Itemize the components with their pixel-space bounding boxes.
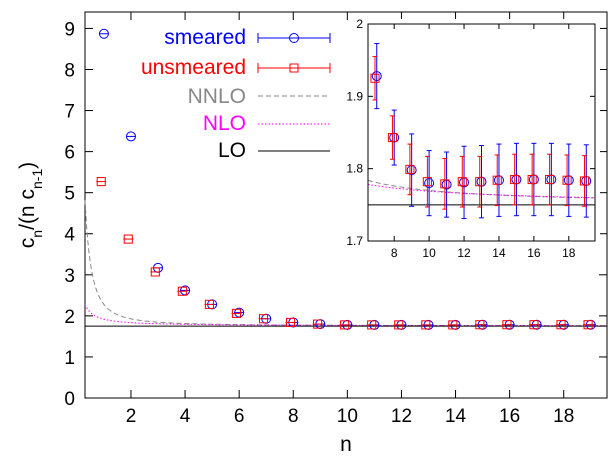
legend-label-nnlo: NNLO	[188, 85, 246, 108]
y-tick-label: 3	[64, 266, 75, 287]
point-unsmeared	[556, 320, 566, 330]
point-smeared	[371, 71, 382, 82]
point-unsmeared	[231, 308, 242, 318]
x-tick-label: 14	[492, 246, 506, 260]
x-tick-label: 6	[234, 406, 245, 427]
legend-label-smeared: smeared	[164, 26, 246, 49]
legend-swatch-unsmeared	[257, 63, 331, 73]
x-tick-label: 8	[288, 406, 299, 427]
x-tick-label: 10	[337, 406, 358, 427]
point-unsmeared	[387, 133, 397, 143]
point-unsmeared	[286, 317, 296, 327]
x-tick-label: 2	[126, 406, 137, 427]
point-smeared	[98, 28, 109, 39]
point-unsmeared	[340, 320, 350, 330]
y-tick-label: 5	[64, 184, 75, 205]
point-unsmeared	[527, 174, 537, 185]
point-smeared	[424, 178, 435, 189]
point-unsmeared	[440, 179, 450, 189]
point-unsmeared	[370, 73, 380, 83]
x-tick-label: 12	[457, 246, 471, 260]
point-unsmeared	[96, 177, 106, 187]
y-tick-label: 4	[64, 225, 75, 246]
point-unsmeared	[475, 177, 485, 187]
point-unsmeared	[405, 164, 415, 174]
y-axis-label: cn/(n cn-1)	[16, 162, 45, 248]
x-tick-label: 18	[553, 406, 574, 427]
point-unsmeared	[579, 176, 590, 186]
x-tick-label: 12	[391, 406, 412, 427]
x-axis-label: n	[340, 433, 352, 456]
point-unsmeared	[475, 320, 485, 330]
y-tick-label: 1.8	[346, 162, 363, 176]
point-unsmeared	[457, 177, 467, 187]
y-tick-label: 6	[64, 143, 75, 164]
point-unsmeared	[150, 267, 160, 277]
x-tick-label: 16	[527, 246, 541, 260]
x-tick-label: 16	[499, 406, 520, 427]
legend-label-nlo: NLO	[203, 112, 246, 135]
y-tick-label: 1	[64, 348, 75, 369]
point-unsmeared	[562, 175, 572, 185]
y-tick-label: 9	[64, 19, 75, 40]
point-smeared	[125, 131, 136, 142]
point-unsmeared	[422, 177, 432, 187]
point-unsmeared	[502, 320, 512, 330]
x-tick-label: 8	[391, 246, 398, 260]
point-unsmeared	[367, 320, 377, 330]
y-tick-label: 8	[64, 60, 75, 81]
point-unsmeared	[545, 174, 555, 185]
y-tick-label: 2	[356, 17, 363, 31]
y-tick-label: 0	[64, 389, 75, 410]
x-tick-label: 18	[562, 246, 576, 260]
y-tick-label: 2	[64, 307, 75, 328]
point-unsmeared	[492, 175, 502, 185]
inset: 8 10 12 14 16 18 1.7 1.8 1.9 2	[346, 17, 600, 260]
point-unsmeared	[529, 320, 539, 330]
x-tick-label: 14	[445, 406, 467, 427]
inset-ticks: 8 10 12 14 16 18 1.7 1.8 1.9 2	[346, 17, 595, 260]
point-unsmeared	[394, 320, 404, 330]
legend-label-unsmeared: unsmeared	[141, 56, 246, 79]
y-tick-label: 1.9	[346, 89, 363, 103]
legend: smeared unsmeared NNLO NLO LO	[141, 26, 331, 162]
x-tick-label: 4	[180, 406, 191, 427]
y-tick-label: 1.7	[346, 234, 363, 248]
point-unsmeared	[448, 320, 458, 330]
point-unsmeared	[421, 320, 431, 330]
point-unsmeared	[583, 320, 593, 330]
y-tick-label: 7	[64, 102, 75, 123]
point-unsmeared	[204, 299, 214, 309]
point-unsmeared	[123, 234, 133, 244]
inset-points	[370, 43, 592, 220]
point-unsmeared	[258, 314, 269, 324]
inset-frame	[367, 23, 596, 242]
point-unsmeared	[177, 286, 187, 296]
legend-swatch-smeared	[257, 33, 331, 43]
legend-label-lo: LO	[218, 139, 246, 162]
point-unsmeared	[313, 319, 323, 329]
point-unsmeared	[510, 174, 520, 185]
main-points	[96, 28, 596, 330]
x-tick-label: 10	[422, 246, 436, 260]
